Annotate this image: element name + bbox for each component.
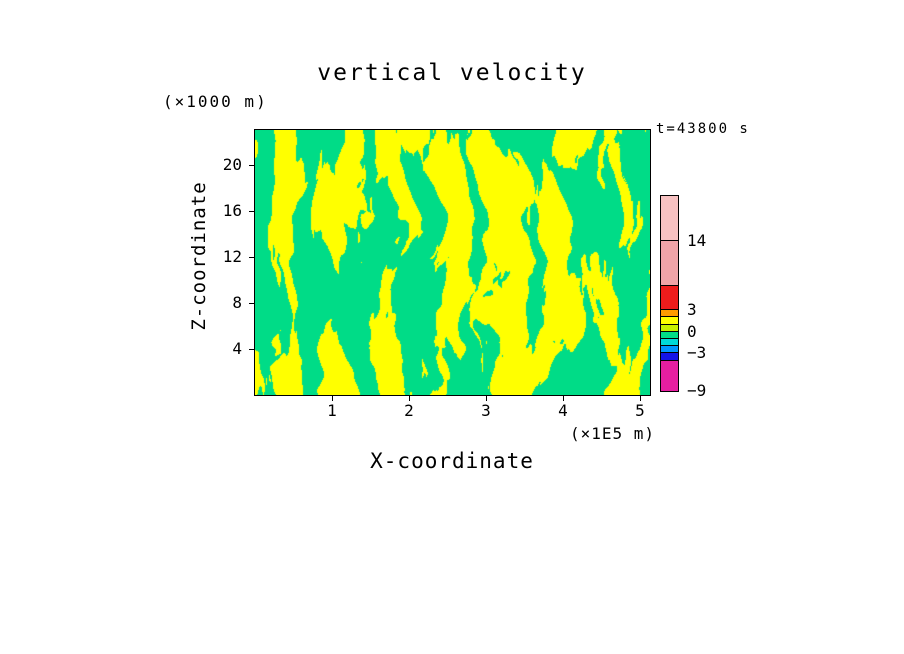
x-tick-mark [486,396,487,401]
colorbar-segment [661,241,678,286]
colorbar-segment [661,286,678,310]
x-tick-label: 1 [327,401,337,420]
heatmap-frame [254,129,651,396]
z-tick-label: 12 [222,247,242,266]
x-tick-label: 5 [635,401,645,420]
z-tick-label: 8 [232,293,242,312]
z-tick-label: 20 [222,155,242,174]
z-tick-mark [249,303,254,304]
colorbar-tick-label: 0 [687,322,697,341]
x-tick-label: 4 [558,401,568,420]
x-tick-label: 3 [481,401,491,420]
x-tick-mark [332,396,333,401]
z-axis-units: (×1000 m) [163,92,268,111]
colorbar-segment [661,317,678,325]
colorbar-segment [661,361,678,391]
colorbar-segment [661,346,678,353]
plot-title: vertical velocity [317,60,587,86]
z-tick-mark [249,211,254,212]
x-tick-mark [563,396,564,401]
z-tick-mark [249,257,254,258]
colorbar-segment [661,353,678,361]
z-tick-label: 16 [222,201,242,220]
x-axis-title: X-coordinate [370,449,534,473]
x-axis-units: (×1E5 m) [569,424,655,443]
colorbar-segment [661,332,678,339]
heatmap-canvas [255,130,650,395]
x-tick-mark [640,396,641,401]
z-tick-label: 4 [232,339,242,358]
colorbar-tick-label: 3 [687,300,697,319]
colorbar-segment [661,339,678,346]
colorbar-segment [661,325,678,332]
z-tick-mark [249,165,254,166]
x-tick-mark [409,396,410,401]
colorbar-tick-label: −3 [687,343,707,362]
timestamp-label: t=43800 s [656,121,750,137]
x-tick-label: 2 [404,401,414,420]
colorbar-tick-label: 14 [687,231,707,250]
colorbar-segment [661,310,678,317]
z-tick-mark [249,349,254,350]
colorbar [660,195,679,392]
colorbar-tick-label: −9 [687,381,707,400]
colorbar-segment [661,196,678,241]
